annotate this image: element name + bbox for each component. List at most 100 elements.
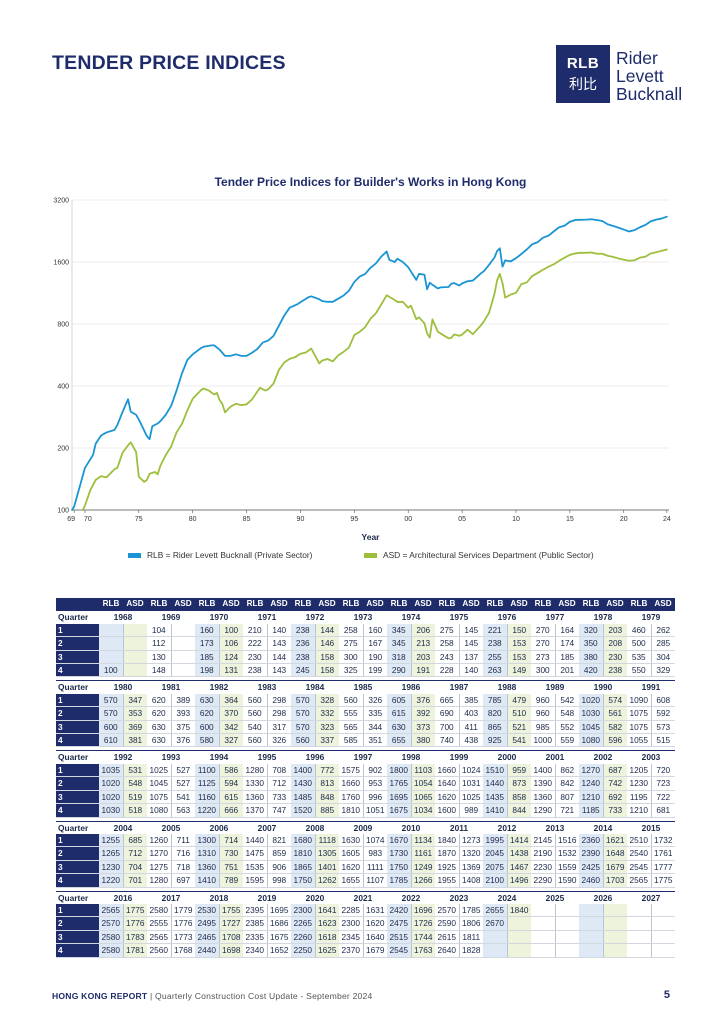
year-header: 2020 [291, 890, 339, 904]
asd-value: 515 [650, 733, 675, 748]
asd-value: 137 [458, 650, 483, 665]
rlb-value: 1370 [243, 803, 267, 818]
rlb-value: 1575 [339, 763, 363, 778]
rlb-value: 820 [483, 706, 507, 721]
rlb-value: 1280 [243, 763, 267, 778]
asd-value: 697 [170, 873, 195, 888]
rlb-value: 318 [387, 650, 411, 665]
quarter-number: 2 [56, 636, 99, 651]
x-tick-label: 00 [404, 516, 412, 523]
rlb-value: 600 [99, 720, 123, 735]
asd-value: 1679 [602, 860, 627, 875]
year-header: 1987 [435, 680, 483, 694]
rlb-value: 2045 [483, 846, 507, 861]
x-tick-label: 75 [135, 516, 143, 523]
quarter-number: 3 [56, 930, 99, 945]
year-header: 1990 [579, 680, 627, 694]
year-header: 2003 [627, 750, 675, 764]
asd-value: 1761 [650, 846, 675, 861]
asd-value: 1273 [458, 833, 483, 848]
x-tick-label: 95 [350, 516, 358, 523]
rlb-value: 238 [483, 636, 507, 651]
rlb-value: 1660 [435, 763, 459, 778]
rlb-value: 1510 [483, 763, 507, 778]
rlb-value: 1440 [483, 776, 507, 791]
rlb-value: 270 [531, 623, 555, 638]
year-header: 1999 [435, 750, 483, 764]
asd-value: 692 [602, 790, 627, 805]
rlb-value: 2395 [243, 903, 267, 918]
asd-value: 206 [410, 623, 435, 638]
asd-value: 174 [554, 636, 579, 651]
asd-value [554, 930, 579, 945]
rlb-value [531, 930, 555, 945]
quarter-number: 3 [56, 790, 99, 805]
header-rlb: RLB [435, 598, 459, 611]
rlb-value: 2540 [627, 846, 651, 861]
rlb-value: 1260 [147, 833, 171, 848]
year-header: 1974 [387, 610, 435, 624]
rlb-value: 1220 [99, 873, 123, 888]
asd-value: 1103 [410, 763, 435, 778]
rlb-value: 112 [147, 636, 171, 651]
asd-value: 730 [218, 846, 243, 861]
asd-value: 185 [554, 650, 579, 665]
asd-value: 722 [650, 790, 675, 805]
quarter-number: 4 [56, 663, 99, 678]
rlb-value: 580 [195, 733, 219, 748]
asd-value: 873 [506, 776, 531, 791]
page-title: TENDER PRICE INDICES [52, 52, 286, 74]
rlb-value: 1765 [387, 776, 411, 791]
x-tick-label: 15 [566, 516, 574, 523]
rlb-value: 160 [195, 623, 219, 638]
asd-value: 723 [650, 776, 675, 791]
asd-value: 1408 [458, 873, 483, 888]
header-rlb: RLB [195, 598, 219, 611]
asd-value: 1776 [122, 916, 147, 931]
rlb-value: 1440 [243, 833, 267, 848]
rlb-value: 230 [243, 650, 267, 665]
asd-value: 561 [602, 706, 627, 721]
rlb-value: 1075 [627, 706, 651, 721]
asd-value: 317 [266, 720, 291, 735]
asd-value: 369 [122, 720, 147, 735]
asd-value: 1623 [314, 916, 339, 931]
rlb-value: 1630 [339, 833, 363, 848]
asd-value [122, 663, 147, 678]
rlb-value: 2345 [339, 930, 363, 945]
x-axis-label: Year [362, 532, 381, 542]
header-rlb: RLB [387, 598, 411, 611]
asd-value: 1467 [506, 860, 531, 875]
header-asd: ASD [267, 598, 291, 611]
table-row: 1 570 347 620 389 630 364 560 298 570 328 560 326 605… [56, 693, 675, 708]
rlb-value: 350 [579, 636, 603, 651]
asd-value: 592 [650, 706, 675, 721]
year-header: 1973 [339, 610, 387, 624]
logo-abbr: RLB [566, 54, 600, 72]
asd-value: 145 [458, 623, 483, 638]
rlb-value: 2190 [531, 846, 555, 861]
header-asd: ASD [603, 598, 627, 611]
footer-subtitle: Quarterly Construction Cost Update - Sep… [154, 991, 373, 1001]
rlb-value: 1310 [195, 846, 219, 861]
legend-item-asd: ASD = Architectural Services Department … [364, 550, 594, 560]
rlb-value: 1730 [387, 846, 411, 861]
rlb-value: 605 [387, 693, 411, 708]
year-header: 2023 [435, 890, 483, 904]
rlb-value: 1270 [579, 763, 603, 778]
quarter-number: 4 [56, 943, 99, 958]
rlb-value: 960 [531, 693, 555, 708]
asd-value: 1648 [602, 846, 627, 861]
year-header: 1983 [243, 680, 291, 694]
year-header: 2019 [243, 890, 291, 904]
rlb-value: 2565 [147, 930, 171, 945]
asd-value: 1161 [410, 846, 435, 861]
rlb-value: 1360 [195, 860, 219, 875]
asd-value: 712 [122, 846, 147, 861]
rlb-value: 615 [387, 706, 411, 721]
asd-value: 716 [170, 846, 195, 861]
asd-value: 902 [362, 763, 387, 778]
asd-value: 376 [170, 733, 195, 748]
rlb-value: 985 [531, 720, 555, 735]
rlb-value: 1275 [147, 860, 171, 875]
